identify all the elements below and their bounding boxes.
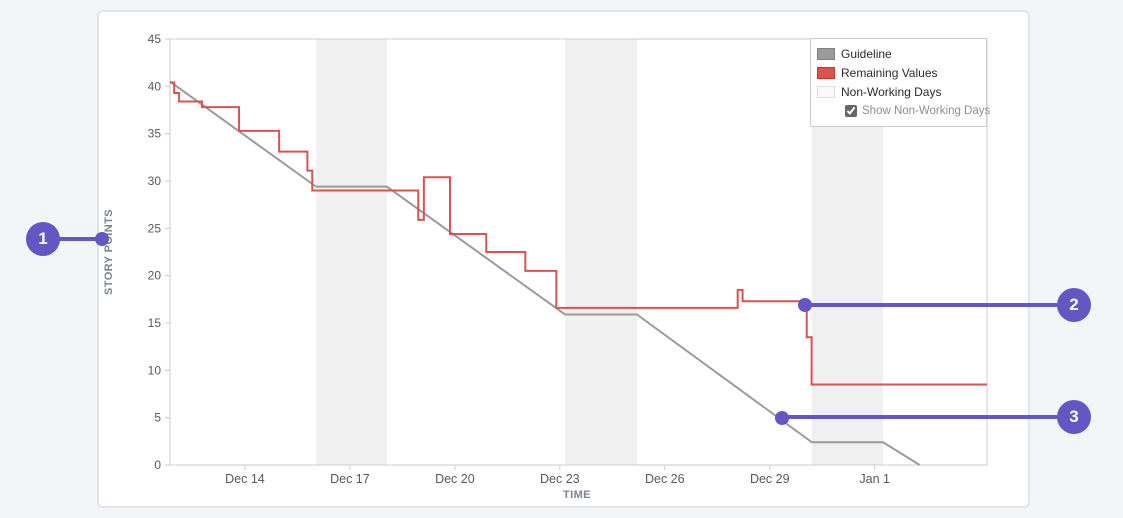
- legend-item-label: Guideline: [841, 46, 892, 61]
- legend-swatch: [817, 66, 835, 79]
- legend-swatch: [817, 47, 835, 60]
- y-tick-label: 20: [148, 269, 162, 283]
- x-axis-title: TIME: [563, 489, 591, 501]
- show-non-working-days-checkbox[interactable]: [845, 104, 857, 117]
- callout-connector-3: [782, 415, 1058, 419]
- show-non-working-days-option[interactable]: Show Non-Working Days: [845, 101, 990, 120]
- y-tick-label: 5: [154, 411, 161, 425]
- y-tick-label: 45: [148, 32, 162, 46]
- callout-badge-3: 3: [1057, 400, 1091, 434]
- x-tick-label: Dec 14: [225, 472, 265, 486]
- x-tick-label: Dec 26: [645, 472, 685, 486]
- legend-item-label: Remaining Values: [841, 65, 938, 80]
- y-tick-label: 35: [148, 127, 162, 141]
- x-tick-label: Dec 20: [435, 472, 475, 486]
- legend-item-label: Non-Working Days: [841, 84, 942, 99]
- callout-connector-1: [58, 237, 103, 241]
- x-tick-label: Dec 17: [330, 472, 370, 486]
- legend-swatch: [817, 85, 835, 98]
- legend-item: Guideline: [817, 44, 980, 63]
- callout-badge-1: 1: [26, 222, 60, 256]
- chart-legend: Guideline Remaining Values Non-Working Day…: [810, 38, 990, 127]
- legend-item: Non-Working Days: [817, 82, 980, 101]
- callout-badge-2: 2: [1057, 288, 1091, 322]
- y-tick-label: 15: [148, 316, 162, 330]
- callout-connector-2: [805, 303, 1058, 307]
- x-tick-label: Dec 29: [750, 472, 790, 486]
- y-tick-label: 25: [148, 221, 162, 235]
- y-axis-title: STORY POINTS: [103, 209, 115, 295]
- plot-border: [169, 38, 988, 466]
- y-tick-label: 10: [148, 363, 162, 377]
- x-tick-label: Dec 23: [540, 472, 580, 486]
- y-tick-label: 40: [148, 79, 162, 93]
- legend-item: Remaining Values: [817, 63, 980, 82]
- non-working-day-band: [565, 39, 637, 465]
- callout-dot-1: [95, 232, 109, 246]
- y-tick-label: 30: [148, 174, 162, 188]
- guideline-series: [169, 80, 921, 466]
- y-tick-label: 0: [154, 458, 161, 472]
- callout-dot-3: [775, 411, 789, 425]
- burndown-chart-card: 0 5 10 15 20 25 30 35 40 45 Dec 14 Dec 17 Dec 20 Dec …: [97, 10, 1030, 508]
- callout-dot-2: [798, 298, 812, 312]
- remaining-values-series: [170, 81, 987, 386]
- x-tick-label: Jan 1: [859, 472, 890, 486]
- non-working-day-band: [316, 39, 387, 465]
- show-non-working-days-label: Show Non-Working Days: [862, 104, 991, 117]
